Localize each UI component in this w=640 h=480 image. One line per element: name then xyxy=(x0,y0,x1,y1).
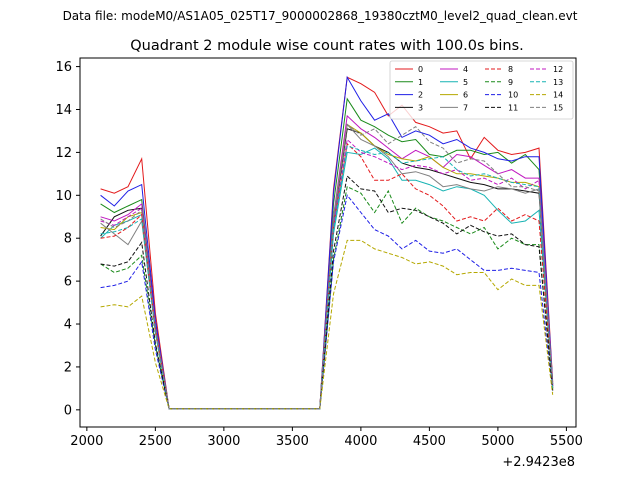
plot-lines xyxy=(100,75,554,410)
series-line-4 xyxy=(100,114,554,410)
figure-suptitle: Data file: modeM0/AS1A05_025T17_90000028… xyxy=(63,9,578,23)
x-tick-label: 4000 xyxy=(344,434,377,449)
series-line-8 xyxy=(100,142,554,410)
series-line-15 xyxy=(100,123,554,410)
x-axis-ticks: 2000 2500 3000 3500 4000 4500 5000 5500 xyxy=(70,427,583,449)
y-tick-label: 4 xyxy=(64,318,72,333)
legend-label: 7 xyxy=(463,103,468,112)
series-line-7 xyxy=(100,123,554,410)
legend-label: 15 xyxy=(553,103,563,112)
series-line-13 xyxy=(100,145,554,410)
y-axis-ticks: 0 2 4 6 8 10 12 14 16 xyxy=(55,60,80,418)
y-tick-label: 14 xyxy=(55,103,72,118)
series-line-2 xyxy=(100,75,554,410)
y-tick-label: 0 xyxy=(64,403,72,418)
legend-label: 0 xyxy=(418,65,423,74)
x-tick-label: 2000 xyxy=(70,434,103,449)
y-tick-label: 16 xyxy=(55,60,72,75)
y-tick-label: 12 xyxy=(55,146,72,161)
x-axis-offset-label: +2.9423e8 xyxy=(502,455,575,470)
legend-label: 9 xyxy=(508,78,513,87)
legend-label: 6 xyxy=(463,91,468,100)
series-line-5 xyxy=(100,147,554,410)
legend-label: 2 xyxy=(418,91,423,100)
series-line-0 xyxy=(100,76,554,410)
x-tick-label: 5000 xyxy=(481,434,514,449)
chart-title: Quadrant 2 module wise count rates with … xyxy=(130,38,524,54)
x-tick-label: 5500 xyxy=(550,434,583,449)
series-line-1 xyxy=(100,97,554,410)
legend-label: 12 xyxy=(553,65,563,74)
y-tick-label: 8 xyxy=(64,232,72,247)
x-tick-label: 4500 xyxy=(413,434,446,449)
x-tick-label: 3500 xyxy=(276,434,309,449)
series-line-11 xyxy=(100,175,554,410)
y-tick-label: 2 xyxy=(64,360,72,375)
legend-box xyxy=(389,60,574,120)
series-line-3 xyxy=(100,128,554,410)
x-tick-label: 3000 xyxy=(207,434,240,449)
legend-label: 5 xyxy=(463,78,468,87)
y-tick-label: 10 xyxy=(55,189,72,204)
legend-label: 8 xyxy=(508,65,513,74)
series-line-12 xyxy=(100,138,554,410)
legend-label: 3 xyxy=(418,103,423,112)
legend-label: 10 xyxy=(508,91,518,100)
axes-frame xyxy=(79,57,577,428)
legend-label: 1 xyxy=(418,78,423,87)
legend-label: 11 xyxy=(508,103,518,112)
x-tick-label: 2500 xyxy=(139,434,172,449)
legend-label: 13 xyxy=(553,78,563,87)
y-tick-label: 6 xyxy=(64,275,72,290)
series-line-6 xyxy=(100,123,554,410)
legend-label: 4 xyxy=(463,65,468,74)
legend-label: 14 xyxy=(553,91,563,100)
series-line-14 xyxy=(100,239,554,410)
